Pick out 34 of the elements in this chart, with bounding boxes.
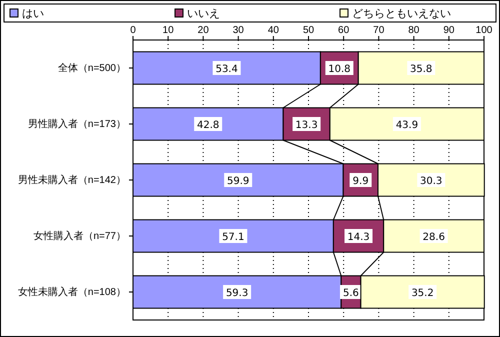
x-tick-label: 40 [268,25,280,36]
data-label: 28.6 [422,232,445,243]
x-tick-label: 30 [232,25,244,36]
data-label: 59.9 [226,176,250,187]
data-label: 9.9 [352,176,369,187]
y-tick-label: 男性購入者（n=173） [28,118,126,130]
data-label: 57.1 [222,232,244,243]
y-tick-label: 女性購入者（n=77） [33,230,126,242]
data-label: 13.3 [295,120,318,131]
y-tick-label: 全体（n=500） [58,62,126,74]
legend-label: いいえ [187,7,220,20]
x-tick-label: 90 [443,25,455,36]
data-label: 10.8 [328,64,351,75]
x-tick-label: 20 [198,25,210,36]
x-tick-label: 60 [338,25,350,36]
data-label: 35.8 [410,64,432,75]
legend-label: どちらともいえない [352,7,451,20]
y-tick-label: 男性未購入者（n=142） [18,174,126,186]
x-tick-label: 0 [130,25,136,36]
data-label: 5.6 [343,288,359,299]
data-label: 43.9 [396,120,418,131]
data-label: 30.3 [420,176,442,187]
legend-label: はい [22,7,44,20]
data-label: 14.3 [347,232,370,243]
data-label: 35.2 [411,288,434,299]
data-label: 42.8 [196,120,220,131]
data-label: 53.4 [216,64,238,75]
x-tick-label: 50 [302,25,314,36]
data-label: 59.3 [226,288,248,299]
x-tick-label: 70 [373,25,385,36]
x-tick-label: 10 [162,25,174,36]
x-tick-label: 80 [408,25,420,36]
x-tick-label: 100 [476,25,493,36]
y-tick-label: 女性未購入者（n=108） [18,286,126,298]
